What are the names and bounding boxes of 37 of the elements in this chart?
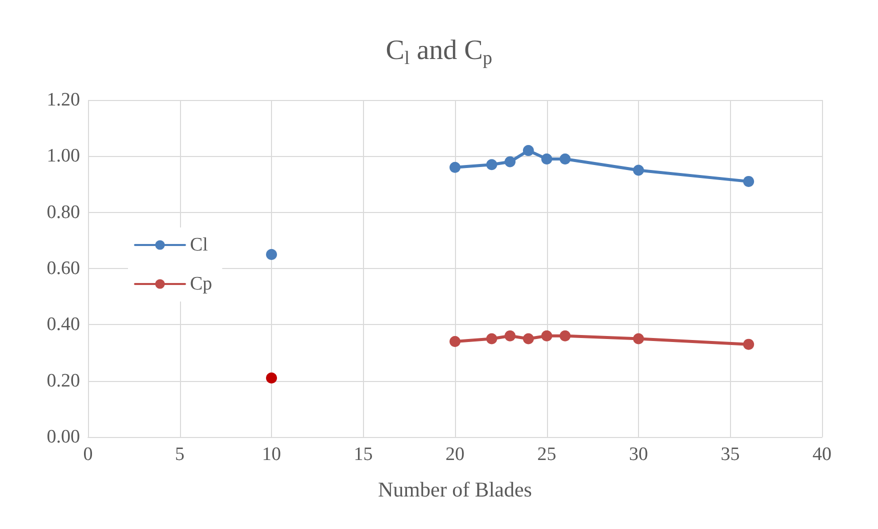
y-tick-label: 0.40 xyxy=(46,314,80,336)
y-tick-label: 0.00 xyxy=(46,426,80,448)
x-tick-label: 25 xyxy=(537,444,556,465)
x-tick-label: 0 xyxy=(83,444,93,465)
point xyxy=(560,330,571,342)
point xyxy=(633,164,644,176)
point xyxy=(504,156,516,168)
point xyxy=(504,330,516,342)
y-tick-label: 0.60 xyxy=(46,258,80,279)
x-axis-title: Number of Blades xyxy=(378,478,532,502)
point xyxy=(522,145,534,156)
point xyxy=(560,153,571,164)
point xyxy=(743,176,754,187)
point xyxy=(266,248,277,260)
x-tick-label: 20 xyxy=(446,444,464,465)
point xyxy=(450,162,460,173)
point xyxy=(486,333,498,344)
point xyxy=(633,333,644,344)
legend-label: Cl xyxy=(190,234,208,256)
legend-label: Cp xyxy=(190,274,212,294)
y-tick-label: 1.20 xyxy=(46,90,80,110)
x-tick-label: 10 xyxy=(262,444,281,465)
point xyxy=(522,333,534,344)
point xyxy=(486,159,498,170)
x-tick-label: 5 xyxy=(175,444,184,465)
point xyxy=(743,338,754,350)
y-tick-label: 0.80 xyxy=(46,202,80,223)
point xyxy=(541,153,552,164)
y-tick-label: 0.20 xyxy=(46,370,80,392)
point xyxy=(266,372,277,384)
x-tick-label: 30 xyxy=(629,444,648,465)
y-tick-label: 1.00 xyxy=(46,146,80,167)
x-tick-label: 15 xyxy=(354,444,373,465)
x-tick-label: 40 xyxy=(812,444,832,465)
point xyxy=(450,336,460,348)
x-tick-label: 35 xyxy=(720,444,740,465)
point xyxy=(541,330,552,342)
